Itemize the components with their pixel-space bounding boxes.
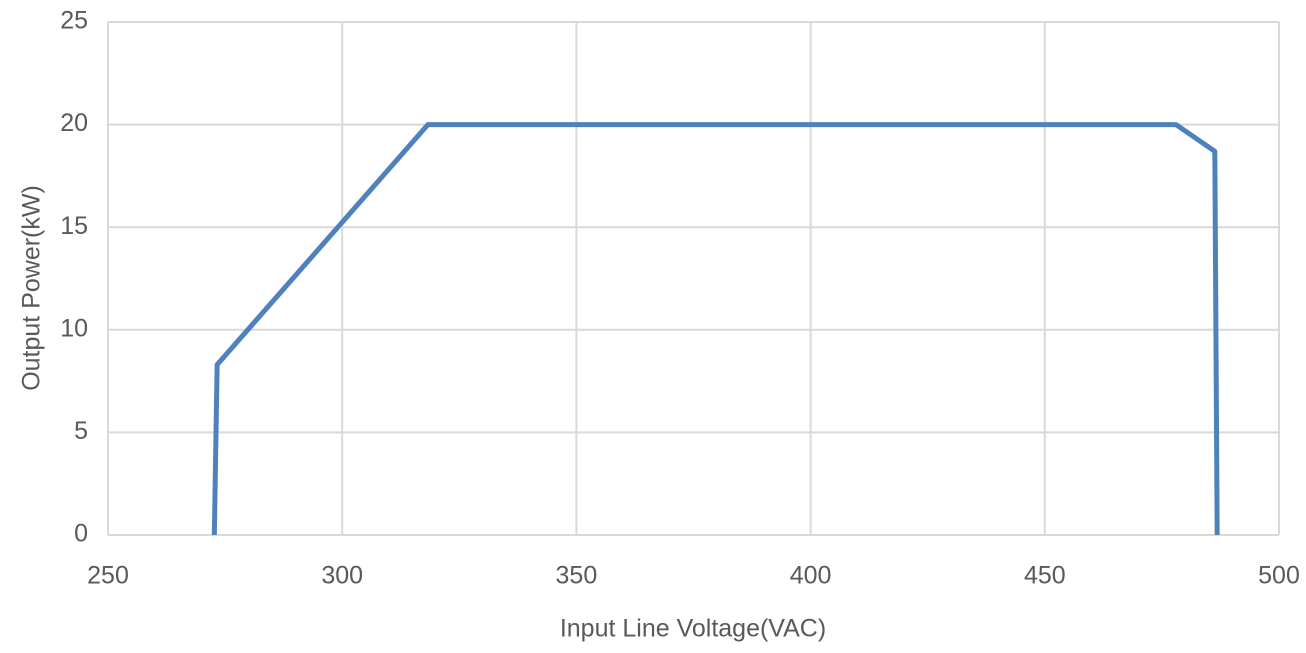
x-tick-label: 250 xyxy=(87,562,129,590)
y-tick-label: 5 xyxy=(74,417,88,445)
y-tick-label: 10 xyxy=(60,314,88,342)
y-tick-label: 15 xyxy=(60,212,88,240)
x-axis-title: Input Line Voltage(VAC) xyxy=(560,615,826,643)
x-tick-label: 400 xyxy=(790,562,832,590)
x-tick-label: 500 xyxy=(1258,562,1300,590)
x-tick-label: 350 xyxy=(556,562,598,590)
y-axis-title: Output Power(kW) xyxy=(18,185,46,391)
y-tick-label: 25 xyxy=(60,7,88,35)
x-tick-label: 300 xyxy=(321,562,363,590)
x-tick-label: 450 xyxy=(1024,562,1066,590)
data-line xyxy=(211,122,1220,536)
y-tick-label: 0 xyxy=(74,520,88,548)
y-tick-label: 20 xyxy=(60,109,88,137)
